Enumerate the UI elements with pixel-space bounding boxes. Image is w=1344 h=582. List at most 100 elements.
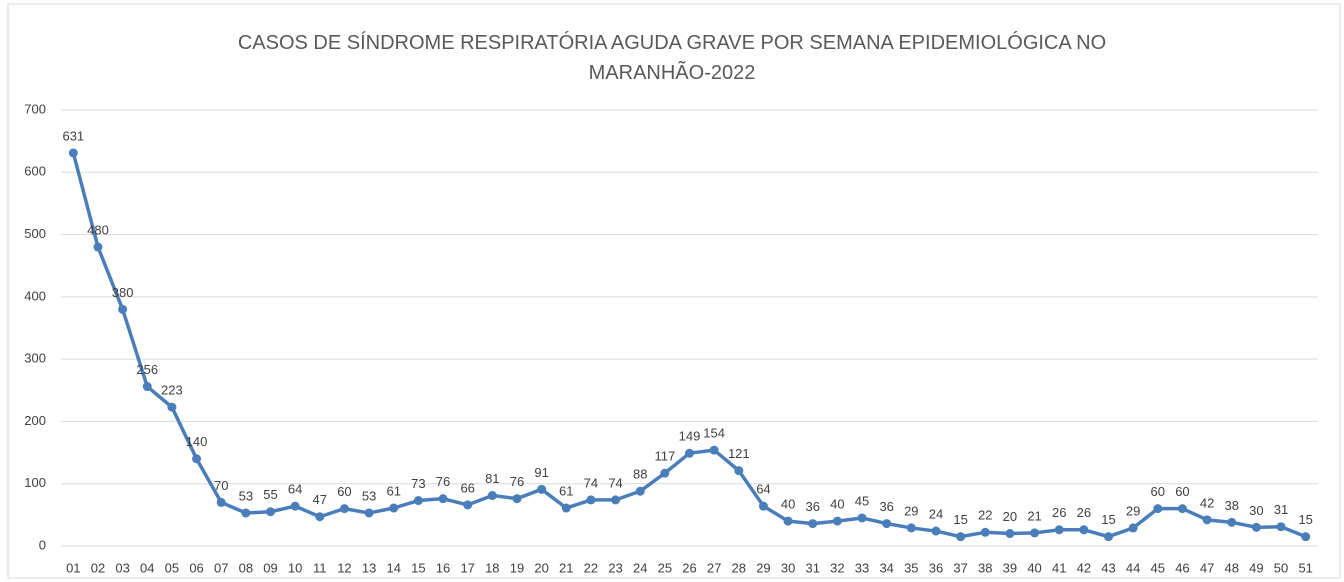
x-tick-label: 24 [633,560,647,575]
data-label: 91 [534,465,548,480]
data-label: 256 [136,362,158,377]
x-tick-label: 23 [608,560,622,575]
x-tick-label: 14 [387,560,401,575]
data-point [906,523,916,533]
chart-title: CASOS DE SÍNDROME RESPIRATÓRIA AGUDA GRA… [237,32,1107,84]
x-tick-label: 12 [337,560,351,575]
data-label: 81 [485,471,499,486]
data-point [611,495,621,505]
data-label: 53 [362,488,376,503]
data-point [290,501,300,511]
data-label: 480 [87,222,109,237]
data-label: 21 [1027,508,1041,523]
data-point [758,501,768,511]
data-label: 631 [62,128,84,143]
data-label: 74 [608,475,622,490]
data-label: 40 [830,497,844,512]
data-point [857,513,867,523]
data-point [1128,523,1138,533]
data-label: 26 [1052,505,1066,520]
x-tick-label: 35 [904,560,918,575]
data-point [1301,532,1311,542]
data-label: 15 [1101,512,1115,527]
y-tick-label: 700 [24,101,46,116]
x-tick-label: 50 [1274,560,1288,575]
data-point [931,526,941,536]
data-label: 55 [263,487,277,502]
x-tick-label: 31 [806,560,820,575]
x-tick-label: 20 [534,560,548,575]
x-tick-label: 41 [1052,560,1066,575]
data-point [142,382,152,392]
data-label: 20 [1003,509,1017,524]
data-point [1054,525,1064,535]
data-point [241,508,251,518]
data-label: 60 [1175,484,1189,499]
data-point [1005,529,1015,539]
data-label: 42 [1200,495,1214,510]
data-point [438,494,448,504]
data-point [1030,528,1040,538]
data-label: 38 [1225,498,1239,513]
x-tick-label: 22 [584,560,598,575]
data-label: 53 [239,488,253,503]
x-tick-label: 07 [214,560,228,575]
x-tick-label: 10 [288,560,302,575]
data-point [1079,525,1089,535]
y-tick-label: 400 [24,288,46,303]
data-label: 74 [584,475,598,490]
x-tick-label: 48 [1225,560,1239,575]
x-tick-label: 04 [140,560,154,575]
x-tick-label: 40 [1027,560,1041,575]
x-tick-label: 49 [1249,560,1263,575]
x-tick-label: 38 [978,560,992,575]
data-label: 24 [929,506,943,521]
data-label: 64 [288,482,302,497]
x-tick-label: 36 [929,560,943,575]
x-tick-label: 18 [485,560,499,575]
data-label: 380 [112,285,134,300]
data-point [586,495,596,505]
data-point [463,500,473,510]
data-label: 45 [855,493,869,508]
data-label: 140 [186,434,208,449]
data-label: 29 [904,503,918,518]
data-point [882,519,892,529]
data-point [956,532,966,542]
x-tick-label: 44 [1126,560,1140,575]
x-tick-label: 09 [263,560,277,575]
x-tick-label: 08 [239,560,253,575]
x-tick-label: 45 [1151,560,1165,575]
data-point [167,402,177,412]
x-tick-label: 21 [559,560,573,575]
data-label: 76 [510,474,524,489]
data-point [537,484,547,494]
x-tick-label: 01 [66,560,80,575]
data-point [192,454,202,464]
data-label: 26 [1077,505,1091,520]
data-label: 60 [337,484,351,499]
data-label: 61 [387,483,401,498]
x-tick-label: 37 [953,560,967,575]
data-label: 66 [460,480,474,495]
data-point [487,491,497,501]
x-tick-label: 02 [91,560,105,575]
data-label: 117 [654,449,675,464]
data-label: 15 [1298,512,1312,527]
data-point [339,504,349,514]
data-point [315,512,325,522]
data-point [68,148,78,158]
data-point [1104,532,1113,542]
data-label: 30 [1249,503,1263,518]
data-point [413,496,423,506]
x-tick-label: 28 [732,560,746,575]
y-tick-label: 500 [24,226,46,241]
data-point [1202,515,1212,525]
y-tick-label: 200 [24,413,46,428]
x-tick-label: 19 [510,560,524,575]
data-point [980,527,990,537]
data-point [1153,504,1163,514]
data-label: 64 [756,482,770,497]
